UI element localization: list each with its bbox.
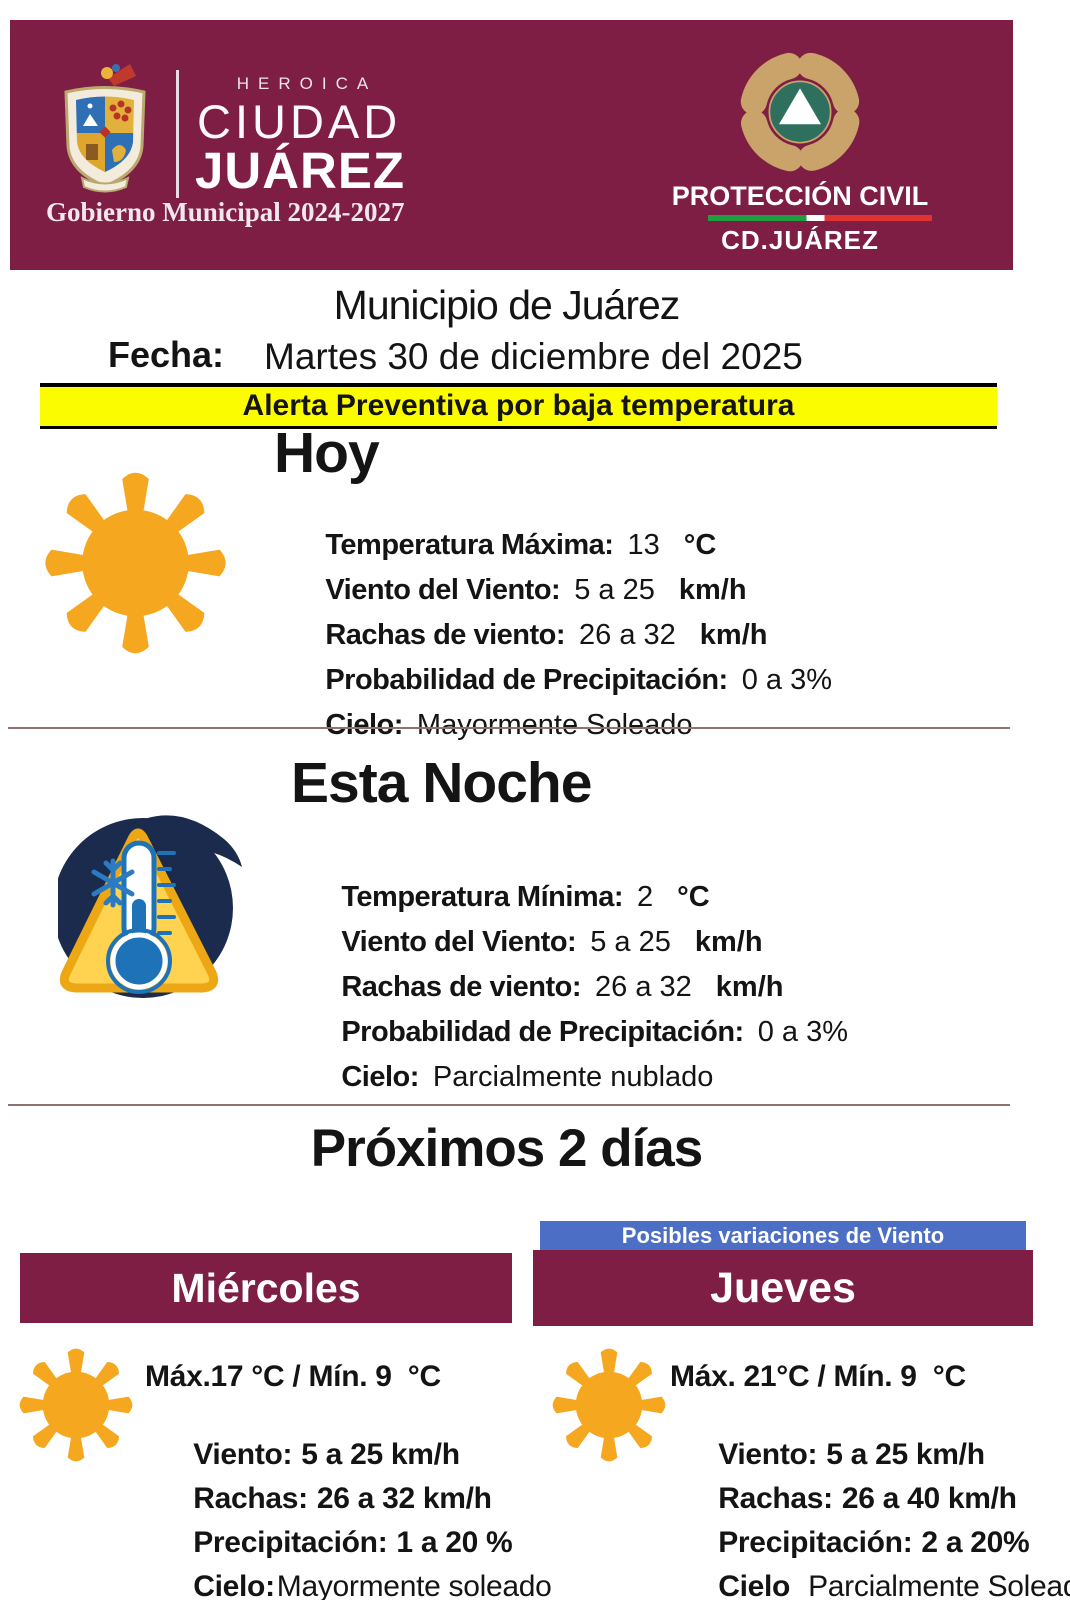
today-sky-row: Cielo: Mayormente Soleado: [277, 676, 832, 741]
thursday-temp-row: Máx. 21°C / Mín. 9 °C: [670, 1360, 966, 1393]
wind-value: 5 a 25: [574, 574, 655, 606]
alert-banner: Alerta Preventiva por baja temperatura: [40, 383, 997, 429]
sky-value: Mayormente Soleado: [416, 709, 693, 741]
gusts-label: Rachas de viento:: [325, 619, 566, 651]
temp-min-value: 2: [636, 881, 654, 913]
sky-label: Cielo:: [193, 1570, 275, 1600]
precip-value: 2 a 20%: [921, 1526, 1030, 1559]
temp-max-value: 13: [627, 529, 660, 561]
header-banner: HEROICA CIUDAD JUÁREZ Gobierno Municipal…: [10, 20, 1013, 270]
sky-value: Parcialmente nublado: [432, 1061, 714, 1093]
today-temp-max-row: Temperatura Máxima: 13 °C: [277, 496, 832, 561]
tonight-details: Temperatura Mínima: 2 °C Viento del Viento…: [293, 848, 848, 1093]
gusts-value: 26 a 32: [595, 971, 692, 1003]
proteccion-civil-emblem-icon: [739, 51, 861, 173]
sun-icon: [45, 472, 226, 654]
ciudad-label: CIUDAD: [197, 95, 402, 148]
wednesday-banner: Miércoles: [20, 1253, 512, 1323]
precip-label: Probabilidad de Precipitación:: [325, 664, 728, 696]
wednesday-gusts-row: Rachas: 26 a 32 km/h: [145, 1448, 552, 1515]
sky-label: Cielo:: [325, 709, 403, 741]
wednesday-temp-row: Máx.17 °C / Mín. 9 °C: [145, 1360, 441, 1393]
temp-max-label: Temperatura Máxima:: [325, 529, 614, 561]
wind-value: 5 a 25 km/h: [826, 1438, 985, 1471]
sky-label: Cielo: [718, 1570, 791, 1600]
temp-min-unit: °C: [677, 881, 710, 913]
section-divider: [8, 727, 1010, 729]
gobierno-municipal-label: Gobierno Municipal 2024-2027: [46, 197, 405, 227]
gusts-label: Rachas:: [718, 1482, 833, 1515]
city-coat-of-arms-icon: [64, 64, 146, 193]
fecha-value: Martes 30 de diciembre del 2025: [264, 336, 803, 377]
wind-unit: km/h: [694, 926, 763, 958]
mexico-flag-underline: [708, 215, 932, 221]
wind-unit: km/h: [678, 574, 747, 606]
wind-variation-banner: Posibles variaciones de Viento: [540, 1221, 1026, 1250]
thursday-wind-row: Viento: 5 a 25 km/h: [670, 1404, 1070, 1471]
section-divider: [8, 1104, 1010, 1106]
wind-label: Viento:: [193, 1438, 293, 1471]
gusts-value: 26 a 32: [579, 619, 676, 651]
gusts-value: 26 a 40 km/h: [841, 1482, 1017, 1515]
wind-value: 5 a 25: [590, 926, 671, 958]
precip-value: 0 a 3%: [741, 664, 832, 696]
temp-max-unit: °C: [683, 529, 717, 561]
thursday-details: Máx. 21°C / Mín. 9 °C Viento: 5 a 25 km/h…: [670, 1360, 1070, 1600]
juarez-label: JUÁREZ: [195, 142, 406, 199]
tonight-gusts-row: Rachas de viento: 26 a 32 km/h: [293, 938, 848, 1003]
today-heading: Hoy: [274, 421, 380, 485]
wind-value: 5 a 25 km/h: [301, 1438, 460, 1471]
sky-value: Parcialmente Soleado: [808, 1570, 1070, 1600]
header-divider-line: [176, 70, 179, 198]
precip-value: 1 a 20 %: [396, 1526, 513, 1559]
sun-icon: [552, 1348, 666, 1462]
forecast-heading: Próximos 2 días: [310, 1119, 704, 1178]
today-gusts-row: Rachas de viento: 26 a 32 km/h: [277, 586, 832, 651]
tonight-sky-row: Cielo: Parcialmente nublado: [293, 1028, 848, 1093]
today-details: Temperatura Máxima: 13 °C Viento del Vient…: [277, 496, 832, 741]
proteccion-civil-label: PROTECCIÓN CIVIL: [671, 181, 929, 211]
today-precip-row: Probabilidad de Precipitación: 0 a 3%: [277, 631, 832, 696]
wind-label: Viento:: [718, 1438, 818, 1471]
today-wind-row: Viento del Viento: 5 a 25 km/h: [277, 541, 832, 606]
sky-value: Mayormente soleado: [276, 1570, 552, 1600]
wednesday-precip-row: Precipitación: 1 a 20 %: [145, 1492, 552, 1559]
tonight-temp-min-row: Temperatura Mínima: 2 °C: [293, 848, 848, 913]
precip-label: Probabilidad de Precipitación:: [341, 1016, 744, 1048]
wednesday-wind-row: Viento: 5 a 25 km/h: [145, 1404, 552, 1471]
tonight-precip-row: Probabilidad de Precipitación: 0 a 3%: [293, 983, 848, 1048]
heroica-label: HEROICA: [236, 74, 378, 93]
cd-juarez-label: CD.JUÁREZ: [721, 225, 879, 255]
sun-icon: [19, 1348, 133, 1462]
thursday-gusts-row: Rachas: 26 a 40 km/h: [670, 1448, 1070, 1515]
wednesday-sky-row: Cielo:Mayormente soleado: [145, 1536, 552, 1600]
page-title: Municipio de Juárez: [333, 282, 681, 328]
thursday-precip-row: Precipitación: 2 a 20%: [670, 1492, 1070, 1559]
wind-label: Viento del Viento:: [325, 574, 561, 606]
precip-value: 0 a 3%: [757, 1016, 848, 1048]
cold-thermometer-warning-icon: [58, 815, 242, 998]
tonight-wind-row: Viento del Viento: 5 a 25 km/h: [293, 893, 848, 958]
precip-label: Precipitación:: [718, 1526, 913, 1559]
wednesday-details: Máx.17 °C / Mín. 9 °C Viento: 5 a 25 km/h…: [145, 1360, 552, 1600]
fecha-label: Fecha:: [108, 334, 225, 375]
gusts-label: Rachas de viento:: [341, 971, 582, 1003]
thursday-sky-row: Cielo Parcialmente Soleado: [670, 1536, 1070, 1600]
sky-label: Cielo:: [341, 1061, 419, 1093]
wind-label: Viento del Viento:: [341, 926, 577, 958]
gusts-label: Rachas:: [193, 1482, 308, 1515]
thursday-banner: Jueves: [533, 1250, 1033, 1326]
gusts-unit: km/h: [699, 619, 768, 651]
precip-label: Precipitación:: [193, 1526, 388, 1559]
gusts-value: 26 a 32 km/h: [316, 1482, 492, 1515]
gusts-unit: km/h: [715, 971, 784, 1003]
temp-min-label: Temperatura Mínima:: [341, 881, 623, 913]
tonight-heading: Esta Noche: [291, 751, 592, 815]
